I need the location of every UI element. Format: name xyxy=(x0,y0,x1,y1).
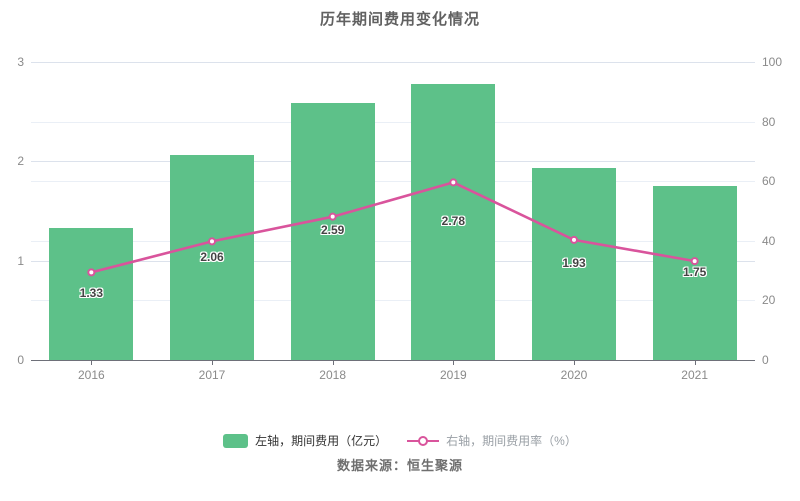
chart-title: 历年期间费用变化情况 xyxy=(319,11,480,28)
bar-2017[interactable] xyxy=(170,155,254,360)
gridline xyxy=(31,260,755,262)
right-axis-tick-label: 40 xyxy=(762,233,776,248)
x-axis-label-2018: 2018 xyxy=(319,368,346,382)
right-axis-tick-label: 0 xyxy=(762,353,769,367)
x-axis-label-2020: 2020 xyxy=(560,368,588,382)
line-point-2019[interactable] xyxy=(449,178,458,187)
right-axis-tick-label: 60 xyxy=(762,174,776,189)
legend: 左轴，期间费用（亿元） 右轴，期间费用率（%） xyxy=(0,432,800,449)
left-axis-tick-label: 3 xyxy=(17,55,24,69)
bar-value-label-2018: 2.59 xyxy=(320,223,345,238)
left-axis-tick-label: 2 xyxy=(17,154,24,169)
bar-value-label-2017: 2.06 xyxy=(200,249,224,264)
line-point-2021[interactable] xyxy=(690,257,699,266)
line-point-2016[interactable] xyxy=(87,268,96,277)
left-axis-tick-label: 1 xyxy=(17,253,24,268)
data-source: 数据来源：恒生聚源 xyxy=(336,458,463,473)
x-axis-tick xyxy=(332,360,334,365)
x-axis-tick xyxy=(91,360,93,365)
bar-2021[interactable] xyxy=(652,186,737,360)
x-axis-label-2019: 2019 xyxy=(439,368,467,382)
gridline xyxy=(31,121,755,123)
legend-label-bar: 左轴，期间费用（亿元） xyxy=(255,434,388,448)
gridline xyxy=(31,240,755,242)
x-axis-tick xyxy=(453,360,455,365)
line-point-2017[interactable] xyxy=(208,237,216,246)
gridline xyxy=(31,62,755,63)
x-axis-label-2017: 2017 xyxy=(198,368,226,382)
line-point-2020[interactable] xyxy=(570,235,578,244)
line-series xyxy=(87,178,699,277)
bar-2016[interactable] xyxy=(49,227,134,360)
bar-legend-swatch-icon xyxy=(223,433,249,448)
bar-2019[interactable] xyxy=(411,83,496,360)
x-axis-label-2021: 2021 xyxy=(681,368,708,382)
legend-item-line[interactable]: 右轴，期间费用率（%） xyxy=(407,432,577,449)
line-legend-marker-icon xyxy=(407,434,440,448)
left-axis-tick-label: 0 xyxy=(17,353,24,367)
right-axis-tick-label: 100 xyxy=(762,55,783,69)
x-axis-tick xyxy=(574,360,575,365)
bar-value-label-2020: 1.93 xyxy=(562,256,586,271)
bar-value-label-2021: 1.75 xyxy=(682,265,707,280)
bar-2018[interactable] xyxy=(290,102,375,360)
x-axis-tick xyxy=(694,360,696,365)
gridline xyxy=(31,300,755,302)
bar-value-label-2019: 2.78 xyxy=(441,213,465,228)
right-axis-tick-label: 80 xyxy=(762,114,776,129)
bar-value-label-2016: 1.33 xyxy=(79,285,103,300)
plot-area: 1.33 2.06 2.59 2.78 1.93 1.75 xyxy=(31,62,755,365)
legend-item-bar[interactable]: 左轴，期间费用（亿元） xyxy=(223,432,387,449)
bar-2020[interactable] xyxy=(532,168,616,360)
gridline xyxy=(31,181,755,183)
legend-label-line: 右轴，期间费用率（%） xyxy=(446,434,577,448)
line-point-2018[interactable] xyxy=(328,212,337,221)
x-axis-tick xyxy=(212,360,213,365)
line-path xyxy=(90,181,695,274)
x-axis-label-2016: 2016 xyxy=(77,368,105,382)
gridline xyxy=(31,161,755,163)
right-axis-tick-label: 20 xyxy=(762,293,776,308)
